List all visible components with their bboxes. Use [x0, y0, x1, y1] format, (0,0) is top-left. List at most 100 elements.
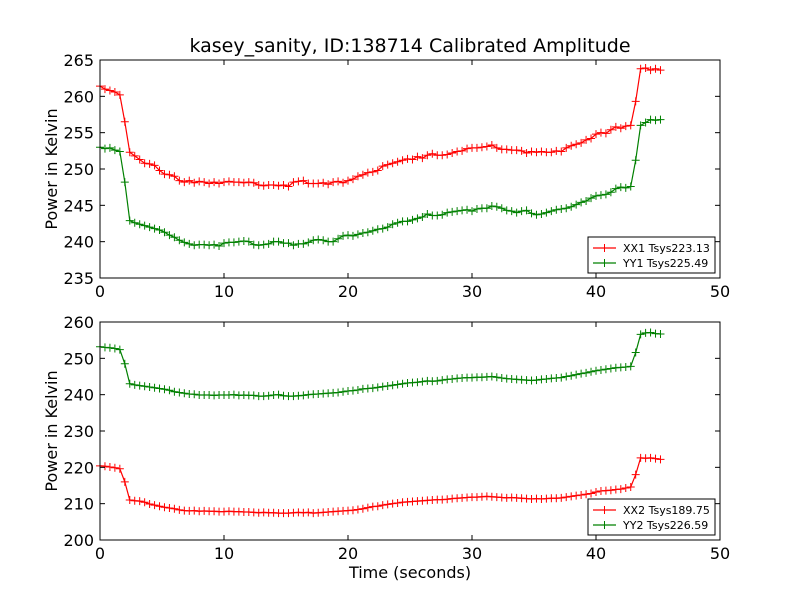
y-tick-label: 210 [63, 495, 94, 514]
data-point [606, 364, 615, 373]
y-tick-label: 230 [63, 422, 94, 441]
data-point [259, 240, 268, 249]
data-point [656, 66, 665, 75]
legend-label: XX1 Tsys223.13 [623, 242, 710, 255]
data-point [358, 228, 367, 237]
data-point [592, 130, 600, 139]
x-tick-label: 40 [586, 544, 606, 563]
data-point [532, 376, 541, 385]
data-point [165, 231, 174, 240]
data-point [641, 63, 650, 72]
plot-frame [99, 321, 721, 541]
data-point [587, 134, 596, 143]
data-point [572, 140, 581, 149]
data-point [145, 383, 154, 392]
data-point [567, 492, 576, 501]
data-point [512, 146, 521, 155]
data-point [339, 231, 348, 240]
data-point [145, 500, 154, 509]
data-point [577, 138, 586, 147]
data-point [383, 160, 392, 169]
data-point [368, 167, 377, 176]
data-point [289, 241, 298, 250]
data-point [249, 178, 258, 187]
data-point [175, 388, 184, 397]
data-point [279, 180, 288, 189]
data-point [537, 147, 546, 156]
data-point [105, 143, 114, 152]
data-point [572, 200, 581, 209]
data-point [403, 154, 412, 163]
data-point [438, 210, 447, 219]
legend: XX2 Tsys189.75 YY2 Tsys226.59 [587, 498, 716, 536]
data-point [314, 235, 323, 244]
data-point [140, 159, 149, 168]
data-point [413, 152, 422, 161]
data-point [165, 170, 174, 179]
data-point [284, 239, 293, 248]
data-point [552, 205, 561, 214]
data-point [562, 372, 571, 381]
data-point [621, 122, 630, 131]
data-point [502, 206, 511, 215]
data-point [641, 118, 650, 127]
data-point [190, 178, 199, 187]
data-point [334, 388, 343, 397]
data-point [587, 194, 596, 203]
data-point [175, 505, 184, 514]
data-point [492, 143, 501, 152]
data-point [393, 380, 402, 389]
data-point [512, 208, 521, 217]
data-point [393, 157, 402, 166]
data-point [378, 162, 387, 171]
data-point [339, 387, 348, 396]
data-point [115, 464, 124, 473]
data-point [582, 490, 591, 499]
data-point [507, 207, 516, 216]
data-point [348, 506, 357, 515]
data-point [453, 147, 462, 156]
data-point [626, 182, 635, 191]
data-point [324, 180, 333, 189]
data-point [448, 207, 457, 216]
data-point [125, 148, 134, 157]
data-point [646, 66, 655, 75]
data-point [319, 178, 328, 187]
data-point [135, 381, 144, 390]
data-point [577, 490, 586, 499]
data-point [656, 115, 665, 124]
data-point [621, 363, 630, 372]
data-point [224, 177, 233, 186]
data-point [542, 208, 551, 217]
data-point [170, 233, 179, 242]
data-point [348, 175, 357, 184]
data-point [190, 506, 199, 515]
data-point [542, 375, 551, 384]
data-point [160, 228, 169, 237]
y-tick-label: 200 [63, 531, 94, 550]
data-point [477, 143, 486, 152]
data-point [388, 499, 397, 508]
data-point [329, 178, 338, 187]
data-point [418, 212, 427, 221]
data-point [160, 170, 169, 179]
data-point [155, 384, 164, 393]
y-tick-label: 235 [63, 269, 94, 288]
y-tick-label: 240 [63, 233, 94, 252]
data-point [631, 97, 640, 106]
data-point [368, 384, 377, 393]
data-point [145, 159, 154, 168]
data-point [388, 381, 397, 390]
data-point [527, 209, 536, 218]
data-point [205, 179, 214, 188]
data-point [621, 183, 630, 192]
data-point [264, 391, 273, 400]
data-point [190, 390, 199, 399]
data-point [180, 389, 189, 398]
data-point [160, 385, 169, 394]
data-point [433, 211, 442, 220]
data-point [170, 172, 179, 181]
data-point [254, 241, 263, 250]
x-tick-label: 20 [338, 544, 358, 563]
data-point [110, 87, 119, 96]
